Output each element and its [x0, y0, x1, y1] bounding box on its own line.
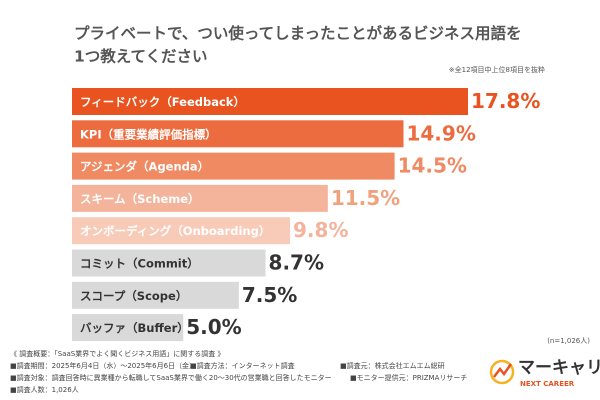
bar [72, 120, 404, 148]
survey-line: ■調査人数：1,026人 [10, 385, 79, 394]
category-label: KPI（重要業績評価指標） [80, 127, 217, 141]
survey-heading: 《 調査概要：「SaaS業界でよく聞くビジネス用語」に関する調査 》 [10, 349, 224, 358]
category-label: オンボーディング（Onboarding） [80, 224, 270, 238]
value-label: 9.8% [293, 218, 348, 242]
logo-name: マーキャリ [518, 358, 600, 378]
value-label: 7.5% [242, 283, 297, 307]
survey-line: ■調査方法：インターネット調査 [190, 361, 295, 370]
bar [72, 184, 328, 212]
bar [72, 88, 468, 115]
note: ※全12項目中上位8項目を抜粋 [449, 65, 545, 74]
logo-icon [493, 363, 513, 378]
logo: マーキャリ NEXT CAREER [489, 358, 600, 388]
bar [72, 152, 395, 180]
bar [72, 281, 239, 309]
survey-line: ■調査期間：2025年6月4日（水）～2025年6月6日（金） [10, 361, 196, 370]
value-label: 17.8% [471, 89, 540, 113]
survey-line: ■モニター提供元：PRIZMAリサーチ [350, 373, 467, 382]
category-label: フィードバック（Feedback） [80, 95, 245, 109]
chart-title: 1つ教えてください [74, 47, 208, 66]
sample-size: (n=1,026人) [547, 337, 590, 345]
bar [72, 314, 184, 342]
bar [72, 217, 291, 245]
value-label: 8.7% [269, 251, 324, 275]
survey-line: ■調査元：株式会社エムエム総研 [340, 361, 445, 370]
category-label: スキーム（Scheme） [80, 192, 200, 206]
value-label: 5.0% [186, 315, 241, 339]
value-label: 14.5% [398, 154, 467, 178]
logo-icon [489, 359, 515, 385]
category-label: アジェンダ（Agenda） [80, 160, 209, 174]
value-label: 14.9% [406, 121, 475, 145]
value-label: 11.5% [331, 186, 400, 210]
bar [72, 249, 266, 277]
chart-title: プライベートで、つい使ってしまったことがあるビジネス用語を [74, 24, 522, 43]
survey-line: ■調査対象：調査回答時に異業種から転職してSaaS業界で働く20～30代の営業職… [10, 373, 332, 382]
category-label: バッファ（Buffer） [80, 321, 189, 335]
category-label: スコープ（Scope） [80, 289, 187, 303]
logo-tagline: NEXT CAREER [520, 380, 575, 388]
category-label: コミット（Commit） [80, 257, 199, 271]
